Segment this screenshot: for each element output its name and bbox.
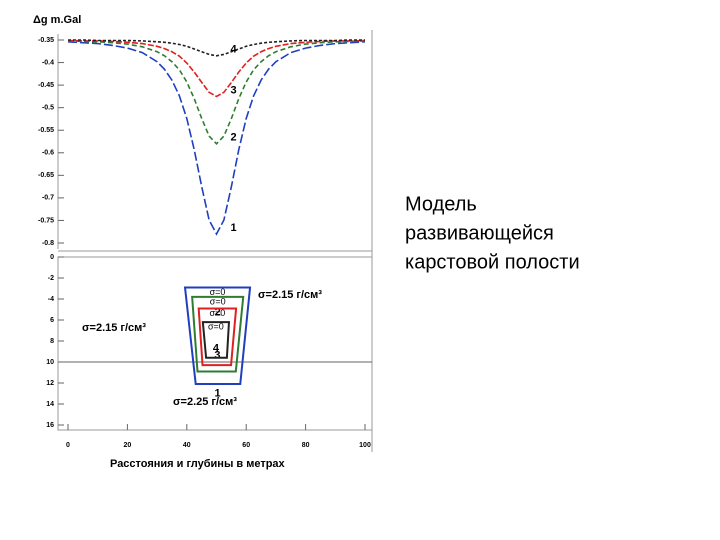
cavity-sigma: σ=0 <box>209 308 225 318</box>
side-text: Модель <box>405 193 477 215</box>
y-tick-label: 10 <box>46 359 54 366</box>
y-tick-label: -0.6 <box>42 150 54 157</box>
cavity <box>197 307 238 367</box>
curve-label: 3 <box>231 84 237 96</box>
cavity-number: 3 <box>214 350 220 362</box>
curve-label: 2 <box>231 132 237 144</box>
curve <box>67 41 366 236</box>
y-axis-label: Δg m.Gal <box>33 14 81 26</box>
cavity-number: 4 <box>213 342 220 354</box>
side-text: карстовой полости <box>405 251 580 273</box>
cavity-sigma: σ=0 <box>210 287 226 297</box>
y-tick-label: -0.65 <box>38 172 54 179</box>
curve-label: 4 <box>231 44 238 56</box>
side-text: развивающейся <box>405 222 554 244</box>
y-tick-label: -0.5 <box>42 105 54 112</box>
density-label: σ=2.25 г/см³ <box>173 396 237 408</box>
cavity-number: 1 <box>214 387 220 399</box>
y-tick-label: -0.8 <box>42 240 54 247</box>
y-tick-label: -0.4 <box>42 59 54 66</box>
y-tick-label: -0.55 <box>38 127 54 134</box>
cavity-sigma: σ=0 <box>208 322 224 332</box>
y-tick-label: -0.7 <box>42 195 54 202</box>
y-tick-label: 0 <box>50 254 54 261</box>
cavity <box>191 295 245 373</box>
x-tick-label: 20 <box>124 442 132 449</box>
cavity-sigma: σ=0 <box>210 297 226 307</box>
y-tick-label: -0.75 <box>38 217 54 224</box>
density-label: σ=2.15 г/см³ <box>82 322 146 334</box>
plot-frame <box>57 256 373 431</box>
y-tick-label: 16 <box>46 422 54 429</box>
cavity <box>201 321 231 359</box>
x-axis-label: Расстояния и глубины в метрах <box>110 458 286 470</box>
y-tick-label: 14 <box>46 401 54 408</box>
y-tick-label: 6 <box>50 317 54 324</box>
density-label: σ=2.15 г/см³ <box>258 289 322 301</box>
x-tick-label: 60 <box>242 442 250 449</box>
y-tick-label: 12 <box>46 380 54 387</box>
y-tick-label: 8 <box>50 338 54 345</box>
curve <box>68 39 365 57</box>
curve <box>67 39 366 98</box>
cavity-number: 2 <box>215 307 221 319</box>
x-tick-label: 40 <box>183 442 191 449</box>
curve <box>67 40 366 145</box>
x-tick-label: 80 <box>302 442 310 449</box>
y-tick-label: -2 <box>48 275 54 282</box>
y-tick-label: -0.35 <box>38 37 54 44</box>
curve-label: 1 <box>231 222 237 234</box>
x-tick-label: 0 <box>66 442 70 449</box>
cavity <box>183 286 252 386</box>
y-tick-label: -4 <box>48 296 54 303</box>
y-tick-label: -0.45 <box>38 82 54 89</box>
x-tick-label: 100 <box>359 442 371 449</box>
